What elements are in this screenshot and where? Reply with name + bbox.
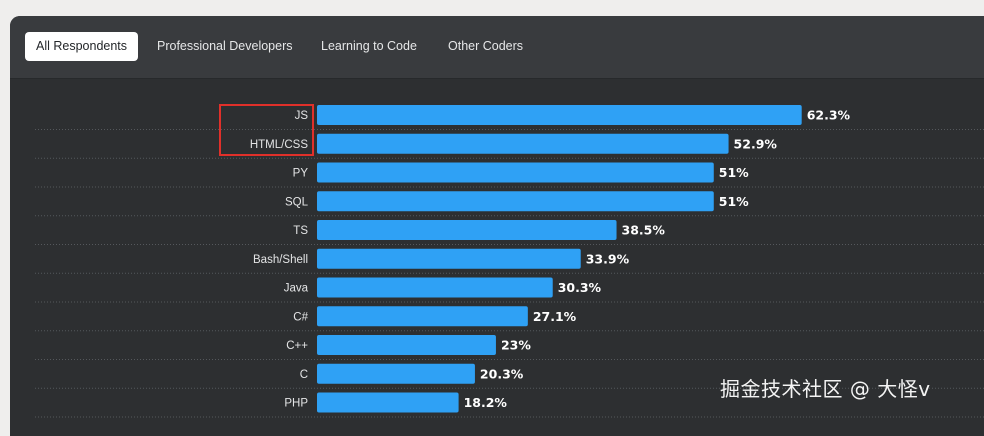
category-label: TS — [293, 225, 308, 237]
value-label: 51% — [719, 194, 749, 209]
category-label: SQL — [285, 196, 309, 208]
bar — [317, 335, 496, 355]
value-label: 62.3% — [807, 108, 851, 123]
bar — [317, 220, 617, 240]
value-label: 18.2% — [464, 395, 508, 410]
tab-all-respondents[interactable]: All Respondents — [25, 32, 139, 61]
value-label: 33.9% — [586, 251, 630, 266]
category-label: PY — [293, 168, 309, 180]
value-label: 51% — [719, 165, 749, 180]
category-label: C — [300, 369, 308, 381]
category-label: JS — [295, 110, 309, 122]
bar-chart: JS 62.3% HTML/CSS 52.9% PY 51% SQL 51% TS 38.5% Ba… — [35, 105, 984, 418]
value-label: 23% — [501, 338, 531, 353]
bar — [317, 392, 459, 413]
tab-learning-to-code[interactable]: Learning to Code — [321, 39, 417, 53]
highlight-box — [219, 104, 314, 156]
value-label: 52.9% — [734, 136, 778, 151]
bar — [317, 306, 528, 327]
tab-professional-developers[interactable]: Professional Developers — [157, 39, 293, 53]
value-label: 20.3% — [480, 366, 524, 381]
value-label: 27.1% — [533, 309, 577, 324]
value-label: 30.3% — [558, 280, 602, 295]
category-label: Java — [284, 283, 309, 295]
bar — [317, 162, 714, 183]
category-label: C++ — [286, 340, 308, 352]
bar — [317, 105, 802, 125]
value-label: 38.5% — [622, 223, 666, 238]
category-label: C# — [293, 311, 308, 323]
bar — [317, 191, 714, 212]
bar — [317, 363, 475, 384]
tab-other-coders[interactable]: Other Coders — [448, 39, 524, 53]
bar — [317, 277, 553, 298]
bar — [317, 133, 729, 154]
bar — [317, 248, 581, 269]
category-label: HTML/CSS — [250, 139, 308, 151]
watermark: 掘金技术社区 @ 大怪v — [720, 377, 931, 401]
category-label: Bash/Shell — [253, 254, 308, 266]
tab-bar: All Respondents Professional Developers … — [10, 16, 984, 79]
category-label: PHP — [284, 398, 308, 410]
